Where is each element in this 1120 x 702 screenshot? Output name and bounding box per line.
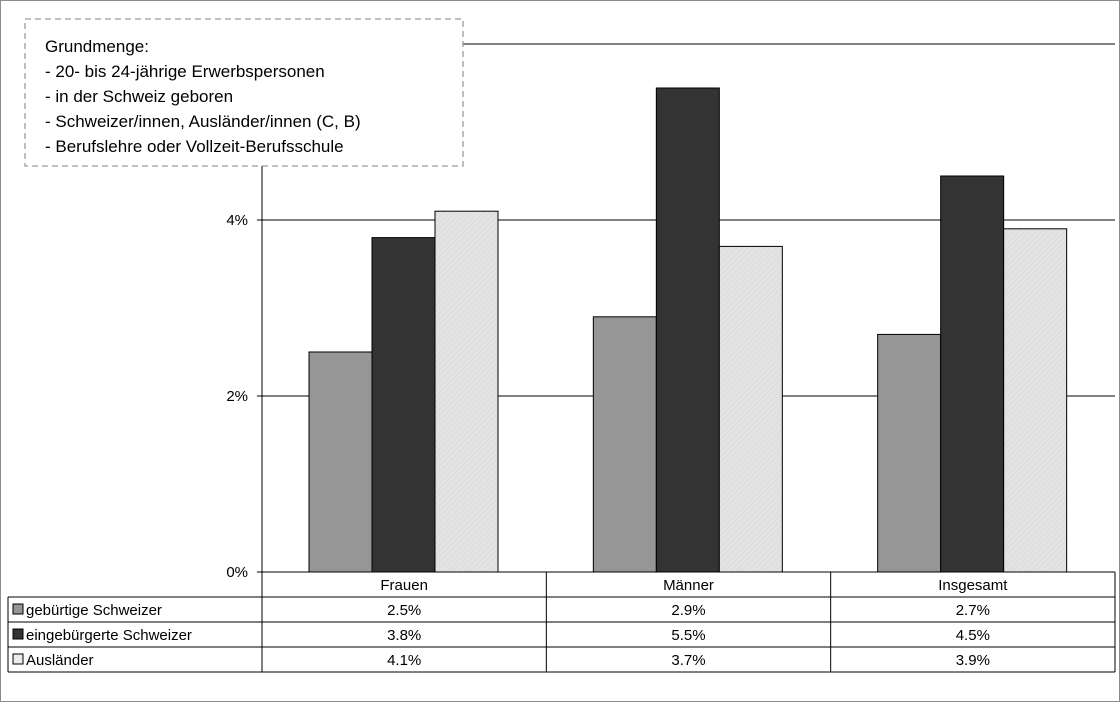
data-label: 4.5% <box>956 627 990 644</box>
data-label: 3.8% <box>387 627 421 644</box>
data-label: 3.9% <box>956 652 990 669</box>
x-tick-label: Insgesamt <box>938 577 1008 594</box>
x-tick-label: Männer <box>663 577 714 594</box>
note-line: - Schweizer/innen, Ausländer/innen (C, B… <box>45 112 361 131</box>
data-label: 3.7% <box>671 652 705 669</box>
note-box: Grundmenge: - 20- bis 24-jährige Erwerbs… <box>24 18 464 167</box>
bar <box>655 87 720 573</box>
data-label: 2.7% <box>956 602 990 619</box>
bar <box>434 210 499 573</box>
data-label: 5.5% <box>671 627 705 644</box>
legend-key <box>12 628 24 640</box>
y-tick-label: 4% <box>226 212 248 229</box>
data-label: 4.1% <box>387 652 421 669</box>
legend-label: gebürtige Schweizer <box>26 602 162 619</box>
legend-label: Ausländer <box>26 652 94 669</box>
bar <box>877 333 942 573</box>
note-line: Grundmenge: <box>45 37 149 56</box>
bar <box>940 175 1005 573</box>
data-label: 2.5% <box>387 602 421 619</box>
y-tick-label: 2% <box>226 388 248 405</box>
note-line: - in der Schweiz geboren <box>45 87 233 106</box>
bar <box>592 316 657 573</box>
legend-key <box>12 653 24 665</box>
note-line: - Berufslehre oder Vollzeit-Berufsschule <box>45 137 344 156</box>
bar <box>718 245 783 573</box>
data-label: 2.9% <box>671 602 705 619</box>
legend-label: eingebürgerte Schweizer <box>26 627 192 644</box>
note-line: - 20- bis 24-jährige Erwerbspersonen <box>45 62 325 81</box>
x-tick-label: Frauen <box>380 577 428 594</box>
bar <box>1003 228 1068 573</box>
data-table: Frauen Männer Insgesamt gebürtige Schweizer… <box>7 571 1116 673</box>
bar <box>371 237 436 573</box>
y-tick-label: 0% <box>226 564 248 581</box>
bar <box>308 351 373 573</box>
note-border <box>24 18 464 167</box>
bars <box>308 87 1068 573</box>
legend-key <box>12 603 24 615</box>
